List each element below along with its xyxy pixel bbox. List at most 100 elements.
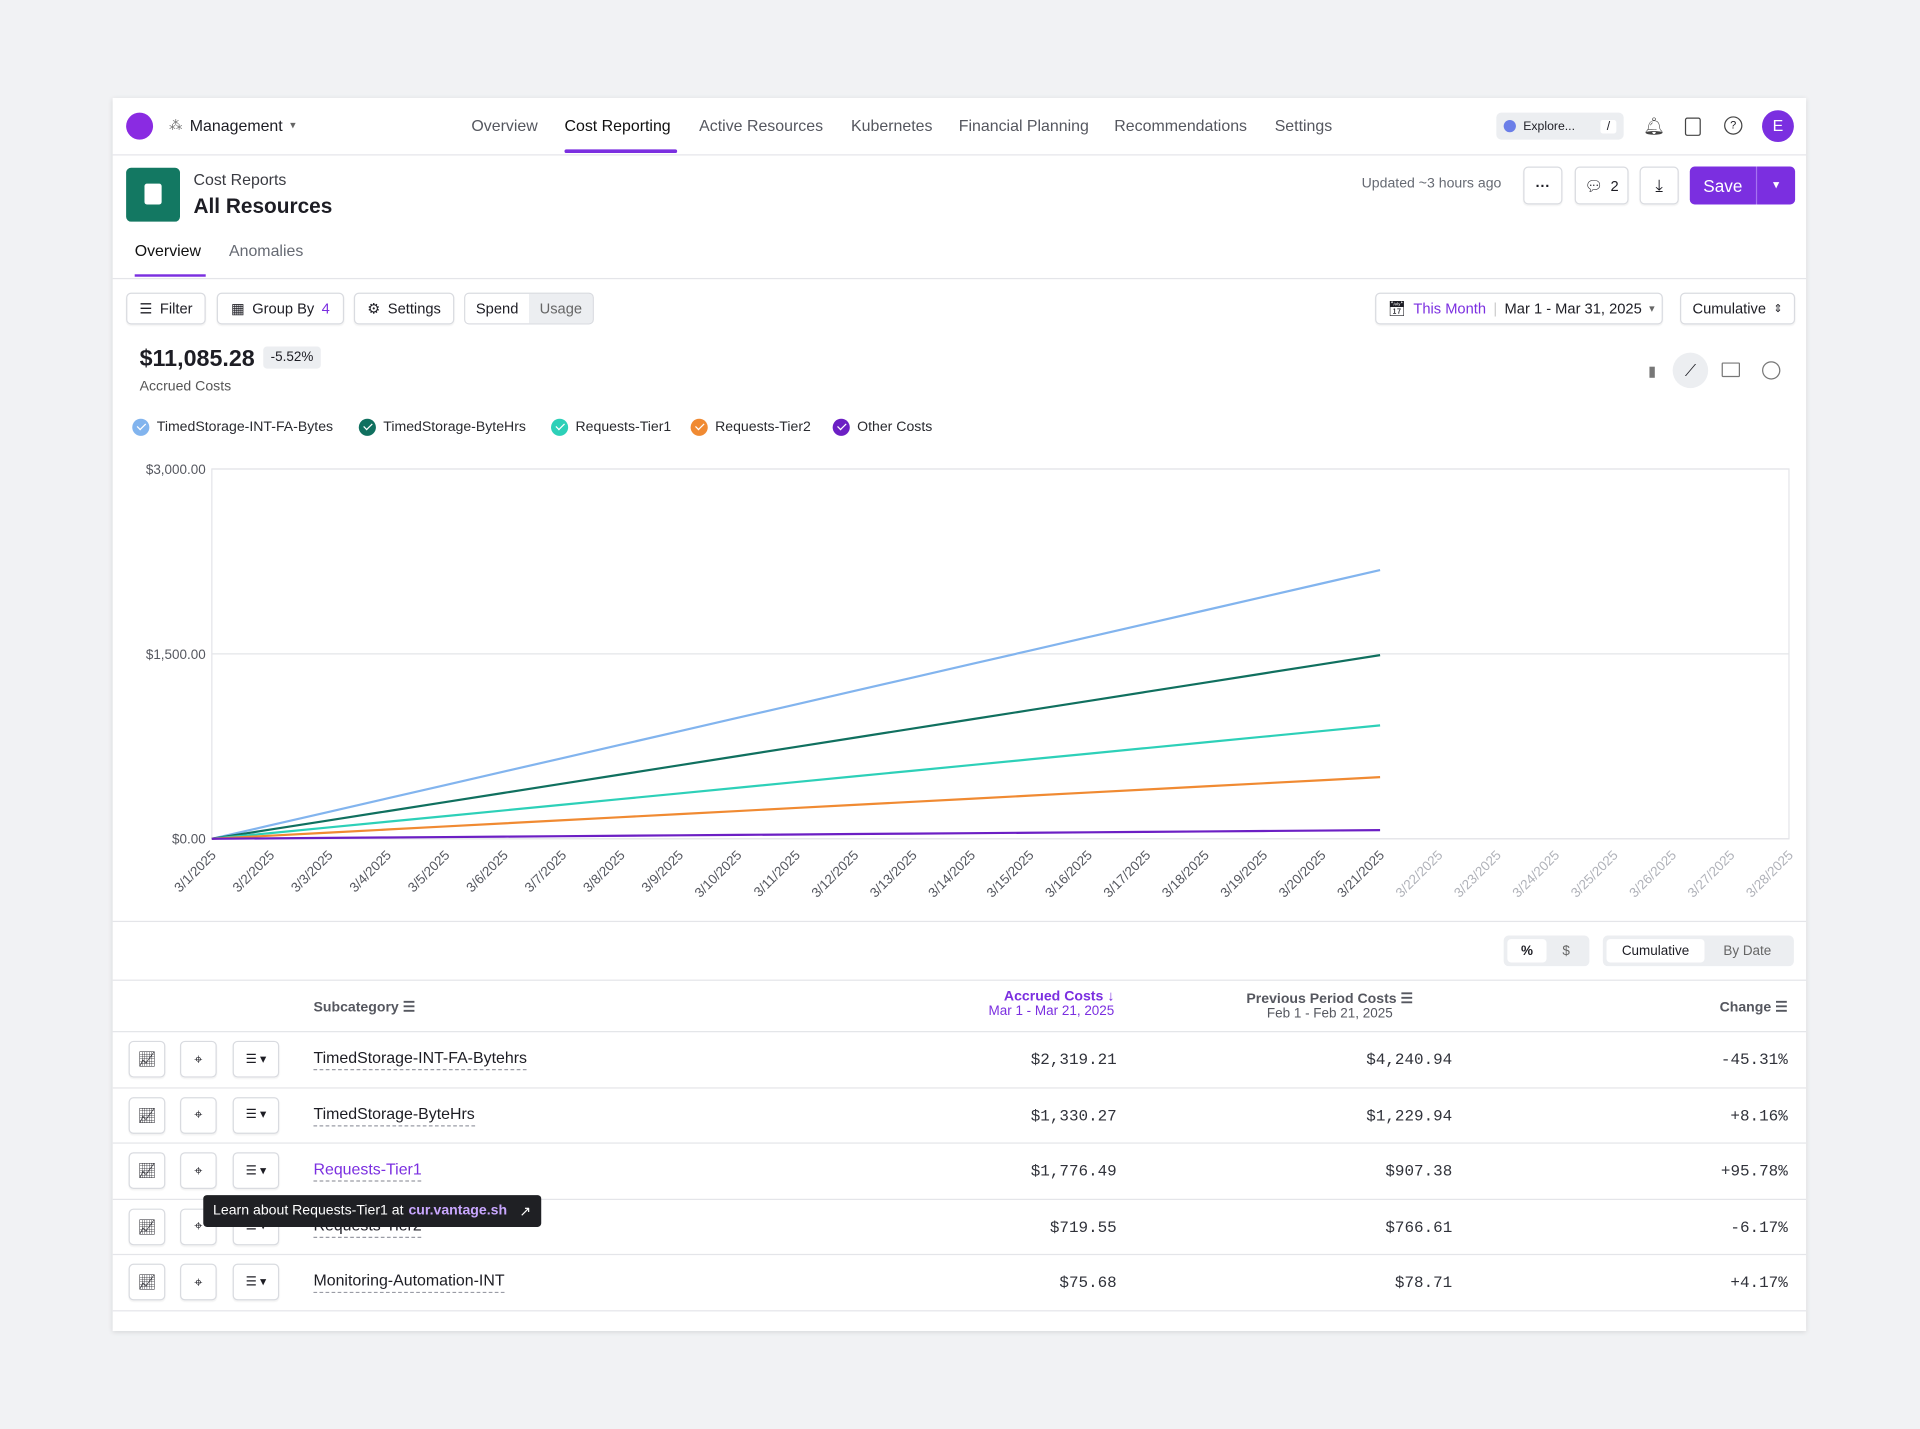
x-tick-label: 3/26/2025	[1626, 847, 1679, 900]
x-tick-label: 3/9/2025	[639, 847, 687, 895]
help-icon[interactable]: ?	[1724, 116, 1743, 135]
tooltip-link[interactable]: cur.vantage.sh	[408, 1203, 508, 1219]
legend-marker	[832, 418, 850, 436]
filter-row-button[interactable]: ☰ ▾	[232, 1263, 280, 1301]
x-tick-label: 3/14/2025	[925, 847, 978, 900]
date-range-picker[interactable]: 📅︎ This Month | Mar 1 - Mar 31, 2025 ▾	[1375, 292, 1663, 325]
tab[interactable]: Anomalies	[228, 241, 304, 260]
accrued-cost: $75.68	[1059, 1273, 1117, 1292]
percent-toggle[interactable]: %	[1507, 939, 1547, 963]
x-tick-label: 3/7/2025	[522, 847, 570, 895]
column-header[interactable]: Change ☰	[1719, 1000, 1788, 1016]
add-chart-button[interactable]: 📈︎	[128, 1040, 166, 1078]
y-tick-label: $1,500.00	[146, 647, 206, 662]
add-chart-button[interactable]: 📈︎	[128, 1096, 166, 1134]
column-title: Change	[1719, 1000, 1772, 1016]
nav-item[interactable]: Settings	[1274, 116, 1333, 135]
total-cost: $11,085.28	[139, 346, 255, 373]
table-body: 📈︎ ⌖ ☰ ▾ TimedStorage-INT-FA-Bytehrs $2,319.…	[112, 1032, 1807, 1331]
add-chart-button[interactable]: 📈︎	[128, 1152, 166, 1189]
updated-text: Updated ~3 hours ago	[1361, 176, 1502, 192]
docs-icon[interactable]	[1684, 117, 1701, 136]
x-tick-label: 3/27/2025	[1685, 847, 1738, 900]
table-row: 📈︎ ⌖ ☰ ▾ Requests-Tier1 $1,776.49 $907.38 +95.…	[112, 1144, 1807, 1200]
filter-row-button[interactable]: ☰ ▾	[232, 1040, 280, 1078]
legend-item[interactable]: Requests-Tier1	[551, 418, 671, 436]
nav-item[interactable]: Financial Planning	[958, 116, 1089, 135]
x-tick-label: 3/22/2025	[1393, 847, 1446, 900]
legend-item[interactable]: TimedStorage-INT-FA-Bytes	[132, 418, 333, 436]
x-tick-label: 3/1/2025	[171, 847, 219, 895]
bar-chart-icon[interactable]: ▮	[1648, 362, 1657, 380]
save-label: Save	[1703, 175, 1743, 196]
workspace-switcher[interactable]: ⁂ Management ▾	[168, 116, 296, 135]
add-chart-button[interactable]: 📈︎	[128, 1263, 166, 1301]
workspace-name: Management	[189, 116, 283, 135]
divider	[112, 277, 1807, 280]
comments-button[interactable]: 💬︎ 2	[1574, 166, 1629, 205]
subcategory-name[interactable]: Monitoring-Automation-INT	[313, 1271, 505, 1294]
tab[interactable]: Overview	[134, 241, 202, 260]
spend-toggle[interactable]: Spend	[465, 293, 529, 324]
nav-item[interactable]: Cost Reporting	[564, 116, 671, 135]
cumulative-toggle[interactable]: Cumulative	[1606, 939, 1705, 963]
nav-item[interactable]: Overview	[471, 116, 538, 135]
x-tick-label: 3/25/2025	[1568, 847, 1621, 900]
nav-item[interactable]: Recommendations	[1114, 116, 1248, 135]
search-box[interactable]: Explore... /	[1496, 112, 1624, 140]
filter-row-button[interactable]: ☰ ▾	[232, 1096, 280, 1134]
accrued-cost: $1,776.49	[1030, 1162, 1117, 1181]
nav-item[interactable]: Kubernetes	[851, 116, 933, 135]
group-by-button[interactable]: ▦ Group By 4	[216, 292, 345, 325]
settings-button[interactable]: ⚙ Settings	[353, 292, 455, 325]
logo[interactable]	[126, 112, 154, 140]
focus-button[interactable]: ⌖	[180, 1152, 217, 1189]
filter-row-button[interactable]: ☰ ▾	[232, 1152, 280, 1189]
subcategory-name[interactable]: TimedStorage-ByteHrs	[313, 1104, 475, 1126]
nav-item[interactable]: Active Resources	[699, 116, 824, 135]
legend-item[interactable]: TimedStorage-ByteHrs	[358, 418, 526, 436]
column-header[interactable]: Previous Period Costs ☰ Feb 1 - Feb 21, 2…	[1246, 991, 1414, 1022]
more-button[interactable]: ···	[1523, 166, 1563, 205]
tab-indicator	[134, 274, 206, 277]
column-header[interactable]: Subcategory ☰	[313, 1000, 416, 1016]
legend-marker	[551, 418, 569, 436]
subcategory-name[interactable]: TimedStorage-INT-FA-Bytehrs	[313, 1048, 527, 1071]
mode-select[interactable]: Cumulative ⇕	[1680, 292, 1796, 325]
legend-marker	[690, 418, 708, 436]
legend-item[interactable]: Other Costs	[832, 418, 932, 436]
focus-button[interactable]: ⌖	[180, 1040, 217, 1078]
column-subtitle: Mar 1 - Mar 21, 2025	[988, 1004, 1115, 1019]
notifications-icon[interactable]: 🔔︎	[1643, 116, 1666, 136]
previous-cost: $907.38	[1385, 1162, 1453, 1181]
avatar[interactable]: E	[1762, 110, 1794, 143]
save-button[interactable]: Save ▾	[1689, 166, 1796, 205]
filter-label: Filter	[159, 300, 193, 318]
subcategory-name[interactable]: Requests-Tier1	[313, 1160, 422, 1182]
column-title: Previous Period Costs	[1246, 991, 1397, 1007]
column-title: Subcategory	[313, 1000, 399, 1016]
accrued-cost: $1,330.27	[1030, 1106, 1117, 1125]
line-chart-icon[interactable]: ⟋	[1672, 352, 1709, 389]
area-chart-icon[interactable]	[1721, 362, 1741, 378]
usage-toggle[interactable]: Usage	[528, 293, 593, 324]
by-date-toggle[interactable]: By Date	[1723, 943, 1772, 959]
column-header[interactable]: Accrued Costs ↓ Mar 1 - Mar 21, 2025	[988, 989, 1115, 1019]
series-line	[211, 654, 1381, 840]
add-chart-button[interactable]: 📈︎	[128, 1207, 166, 1245]
focus-button[interactable]: ⌖	[180, 1263, 217, 1301]
focus-button[interactable]: ⌖	[180, 1096, 217, 1134]
series-line	[211, 776, 1381, 840]
download-button[interactable]: ⤓	[1639, 166, 1679, 205]
accrued-cost: $719.55	[1049, 1217, 1117, 1237]
comment-count: 2	[1610, 176, 1619, 195]
date-period: This Month	[1413, 300, 1487, 318]
legend-marker	[132, 418, 150, 436]
divider	[112, 920, 1807, 923]
legend-item[interactable]: Requests-Tier2	[690, 418, 811, 436]
filter-button[interactable]: ☰ Filter	[126, 292, 206, 325]
dollar-toggle[interactable]: $	[1562, 943, 1570, 959]
pie-chart-icon[interactable]	[1762, 361, 1781, 380]
breadcrumb[interactable]: Cost Reports	[193, 170, 287, 189]
